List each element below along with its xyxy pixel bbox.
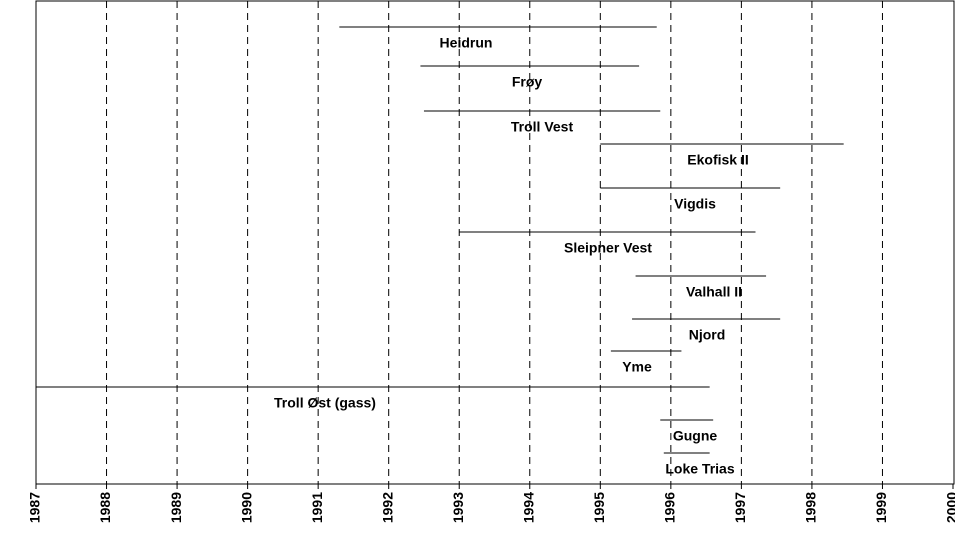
- field-label: Ekofisk II: [687, 152, 748, 168]
- field-label: Vigdis: [674, 196, 716, 212]
- field-label: Valhall II: [686, 284, 742, 300]
- x-tick-label: 1989: [168, 492, 184, 523]
- x-tick-label: 2000: [944, 492, 955, 523]
- field-label: Gugne: [673, 428, 718, 444]
- x-tick-label: 1995: [591, 492, 607, 523]
- field-label: Njord: [689, 327, 726, 343]
- x-tick-label: 1988: [97, 492, 113, 523]
- field-label: Sleipner Vest: [564, 240, 652, 256]
- x-tick-label: 1998: [803, 492, 819, 523]
- x-tick-label: 1993: [450, 492, 466, 523]
- field-label: Yme: [622, 359, 652, 375]
- x-tick-label: 1996: [662, 492, 678, 523]
- x-tick-label: 1994: [520, 492, 536, 523]
- x-tick-label: 1999: [873, 492, 889, 523]
- x-tick-label: 1997: [732, 492, 748, 523]
- field-label: Heidrun: [440, 35, 493, 51]
- plot-frame: [35, 0, 955, 485]
- x-tick-label: 1992: [379, 492, 395, 523]
- field-label: Troll Øst (gass): [274, 395, 376, 411]
- field-label: Loke Trias: [665, 461, 734, 477]
- x-tick-label: 1990: [238, 492, 254, 523]
- field-label: Troll Vest: [511, 119, 574, 135]
- x-tick-label: 1991: [309, 492, 325, 523]
- x-tick-label: 1987: [27, 492, 43, 523]
- field-label: Frøy: [512, 74, 543, 90]
